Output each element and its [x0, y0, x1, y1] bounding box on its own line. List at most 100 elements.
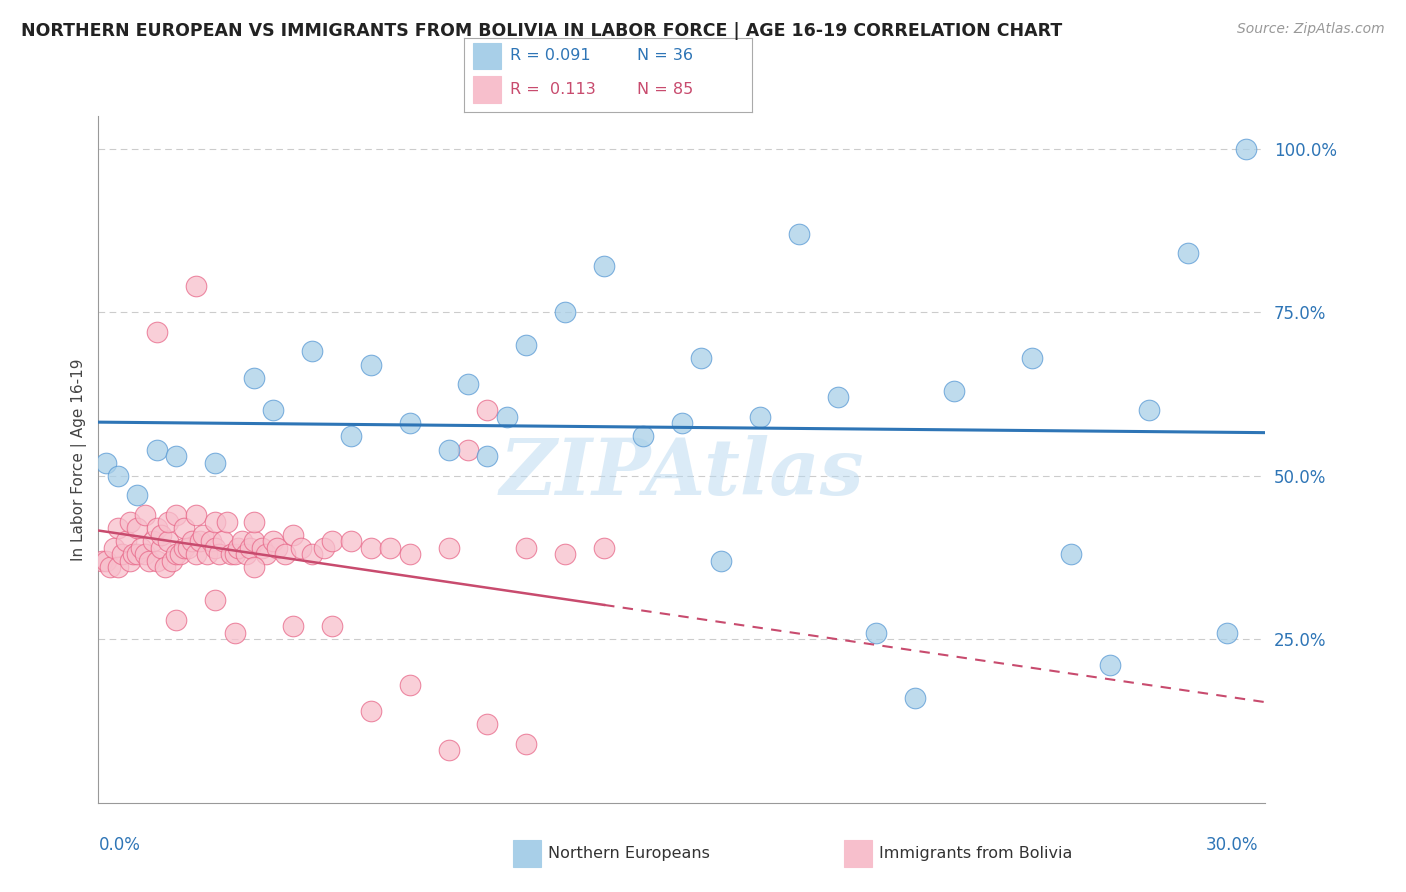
Point [1021, 351, 1043, 365]
Point [208, 547, 231, 561]
Point [173, 541, 195, 555]
Point [204, 515, 226, 529]
Point [157, 515, 180, 529]
Point [177, 541, 200, 555]
Point [165, 449, 187, 463]
Point [146, 521, 169, 535]
Point [281, 619, 304, 633]
Point [250, 541, 273, 555]
Text: Immigrants from Bolivia: Immigrants from Bolivia [879, 847, 1073, 861]
Point [114, 534, 136, 549]
Point [360, 358, 382, 372]
Point [204, 456, 226, 470]
Point [195, 547, 218, 561]
Point [437, 442, 460, 457]
Text: R = 0.091: R = 0.091 [510, 48, 591, 63]
Point [671, 417, 693, 431]
Point [1137, 403, 1160, 417]
Point [243, 515, 266, 529]
Point [554, 547, 576, 561]
Point [91, 554, 114, 568]
Point [129, 541, 152, 555]
Point [243, 534, 266, 549]
Point [398, 417, 420, 431]
Point [188, 534, 211, 549]
Point [162, 554, 184, 568]
Point [457, 442, 479, 457]
Point [1177, 246, 1199, 260]
Bar [472, 77, 502, 103]
Point [184, 279, 207, 293]
Point [103, 541, 125, 555]
Point [146, 325, 169, 339]
Point [224, 625, 246, 640]
Point [204, 541, 226, 555]
Point [515, 737, 537, 751]
Point [169, 547, 191, 561]
Point [437, 541, 460, 555]
Text: N = 85: N = 85 [637, 82, 693, 97]
Point [157, 534, 180, 549]
Point [827, 390, 849, 404]
Text: ZIPAtlas: ZIPAtlas [499, 435, 865, 511]
Point [1098, 658, 1121, 673]
Point [134, 508, 156, 522]
Point [180, 534, 202, 549]
Point [127, 488, 149, 502]
Point [360, 704, 382, 718]
Point [593, 260, 616, 274]
Point [1060, 547, 1083, 561]
Point [710, 554, 733, 568]
Point [457, 377, 479, 392]
Point [146, 554, 169, 568]
Point [193, 527, 215, 541]
Point [748, 409, 770, 424]
Point [321, 534, 343, 549]
Text: Source: ZipAtlas.com: Source: ZipAtlas.com [1237, 22, 1385, 37]
Point [290, 541, 312, 555]
Point [554, 305, 576, 319]
Point [312, 541, 335, 555]
Point [398, 547, 420, 561]
Point [111, 547, 134, 561]
Text: 0.0%: 0.0% [98, 836, 141, 854]
Point [184, 508, 207, 522]
Point [165, 547, 187, 561]
Point [146, 442, 169, 457]
Point [266, 541, 288, 555]
Text: N = 36: N = 36 [637, 48, 693, 63]
Point [122, 547, 145, 561]
Point [107, 560, 129, 574]
Point [107, 521, 129, 535]
Point [262, 534, 284, 549]
Text: Northern Europeans: Northern Europeans [548, 847, 710, 861]
Point [98, 560, 121, 574]
Point [787, 227, 810, 241]
Point [943, 384, 966, 398]
Point [1234, 142, 1257, 156]
Point [215, 515, 238, 529]
Point [243, 370, 266, 384]
Point [224, 547, 246, 561]
Bar [472, 43, 502, 69]
Point [1215, 625, 1237, 640]
Text: R =  0.113: R = 0.113 [510, 82, 596, 97]
Point [142, 534, 165, 549]
Point [134, 547, 156, 561]
Point [437, 743, 460, 757]
Point [340, 534, 363, 549]
Point [904, 691, 927, 706]
Point [865, 625, 887, 640]
Point [239, 541, 262, 555]
Point [96, 554, 118, 568]
Y-axis label: In Labor Force | Age 16-19: In Labor Force | Age 16-19 [72, 358, 87, 561]
Point [243, 560, 266, 574]
Point [593, 541, 616, 555]
Point [165, 508, 187, 522]
Point [340, 429, 363, 443]
Point [118, 515, 141, 529]
Point [184, 547, 207, 561]
Point [690, 351, 713, 365]
Point [477, 449, 499, 463]
Point [173, 521, 195, 535]
